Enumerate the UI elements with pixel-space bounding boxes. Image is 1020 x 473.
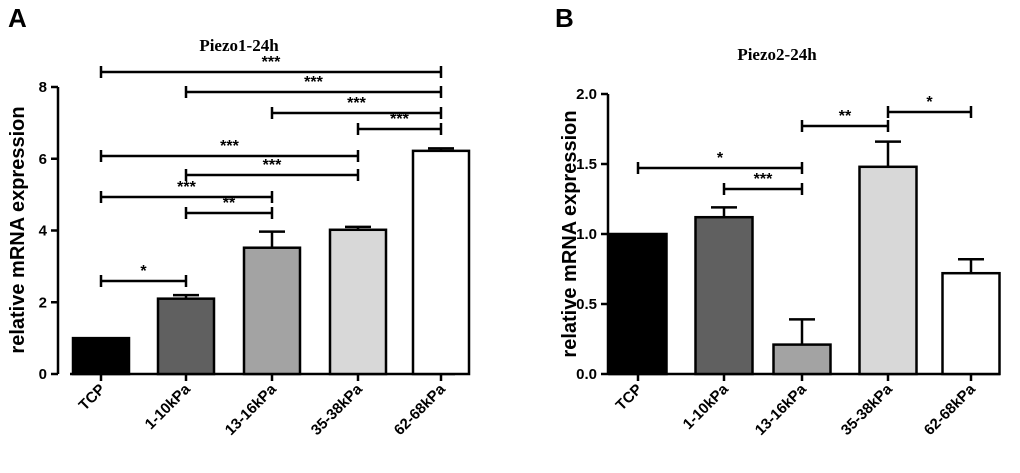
y-tick-label: 0.0	[576, 366, 597, 383]
panel-letter: A	[8, 3, 27, 33]
y-tick-label: 2	[39, 294, 47, 311]
bar	[156, 297, 216, 376]
y-tick-label: 2.0	[576, 86, 597, 103]
y-tick-label: 1.0	[576, 226, 597, 243]
panel-b: B Piezo2-24h relative mRNA expression 0.…	[555, 3, 1001, 439]
y-axis-label: relative mRNA expression	[559, 110, 581, 357]
x-tick-label: 1-10kPa	[680, 380, 733, 433]
x-tick-label: 62-68kPa	[391, 380, 449, 438]
significance-label: ***	[263, 157, 282, 174]
x-tick-label: 35-38kPa	[838, 380, 896, 438]
significance-label: **	[223, 195, 236, 212]
y-tick-label: 4	[39, 223, 48, 240]
significance-label: ***	[177, 179, 196, 196]
panel-letter: B	[555, 3, 574, 33]
bar	[941, 271, 1001, 376]
x-tick-label: 13-16kPa	[222, 380, 280, 438]
bar	[608, 232, 668, 376]
x-tick-label: 13-16kPa	[752, 380, 810, 438]
bar	[328, 228, 388, 376]
significance-label: ***	[220, 138, 239, 155]
bar	[71, 336, 131, 376]
bar	[772, 343, 832, 376]
y-tick-label: 0.5	[576, 296, 597, 313]
y-tick-label: 0	[39, 366, 47, 383]
significance-label: *	[926, 94, 933, 111]
x-tick-label: TCP	[76, 381, 109, 414]
significance-label: ***	[262, 54, 281, 71]
x-tick-label: 35-38kPa	[308, 380, 366, 438]
chart-title: Piezo1-24h	[199, 36, 279, 55]
significance-label: ***	[347, 95, 366, 112]
bar	[242, 246, 302, 376]
y-axis-label: relative mRNA expression	[7, 106, 29, 353]
significance-label: ***	[754, 171, 773, 188]
significance-label: ***	[390, 111, 409, 128]
bar	[694, 215, 754, 376]
x-tick-label: 1-10kPa	[142, 380, 195, 433]
panel-a: A Piezo1-24h relative mRNA expression 0 2…	[7, 3, 471, 439]
significance-label: *	[717, 150, 724, 167]
y-tick-label: 8	[39, 79, 47, 96]
significance-label: ***	[304, 74, 323, 91]
significance-label: *	[140, 263, 147, 280]
chart-title: Piezo2-24h	[737, 45, 817, 64]
bar	[411, 149, 471, 376]
x-tick-label: 62-68kPa	[921, 380, 979, 438]
bar	[858, 165, 918, 376]
y-tick-label: 1.5	[576, 156, 597, 173]
y-tick-label: 6	[39, 151, 47, 168]
x-tick-label: TCP	[613, 381, 646, 414]
significance-label: **	[839, 108, 852, 125]
